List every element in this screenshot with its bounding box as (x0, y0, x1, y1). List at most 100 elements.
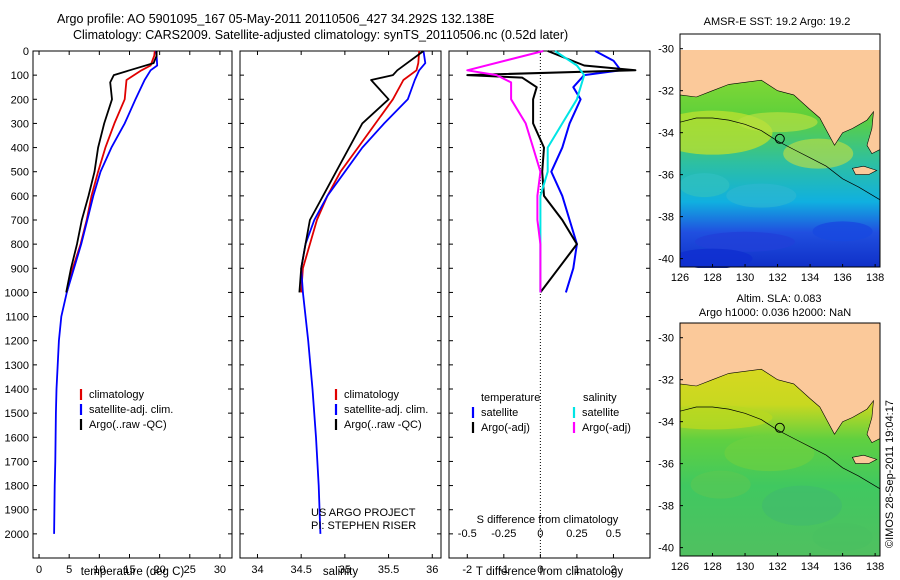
plot-frame-salinity (239, 50, 442, 559)
y-tick-label: 1900 (5, 505, 29, 517)
legend-label: Argo(-adj) (481, 422, 530, 434)
top-tick-label: 0 (537, 528, 543, 540)
figure-title-line1: Argo profile: AO 5901095_167 05-May-2011… (57, 12, 495, 26)
ocean-patch (812, 523, 873, 552)
y-tick-label: 600 (11, 191, 29, 203)
lon-tick-label: 134 (801, 272, 819, 284)
lat-tick-label: -40 (658, 543, 674, 555)
lon-tick-label: 136 (833, 272, 851, 284)
x-tick-label: 35 (339, 564, 351, 576)
x-tick-label: 2 (610, 564, 616, 576)
legend-label: climatology (344, 389, 400, 401)
lon-tick-label: 136 (833, 561, 851, 573)
ocean-patch (726, 183, 797, 208)
top-tick-label: 0.5 (606, 528, 621, 540)
lon-tick-label: 130 (736, 561, 754, 573)
lat-tick-label: -38 (658, 501, 674, 513)
map-title: Argo h1000: 0.036 h2000: NaN (699, 307, 851, 319)
y-tick-label: 900 (11, 263, 29, 275)
lon-tick-label: 126 (671, 561, 689, 573)
diff-series-1 (466, 50, 637, 294)
y-tick-label: 500 (11, 167, 29, 179)
map-sst_map (680, 50, 880, 268)
ocean-patch (812, 221, 873, 242)
depth-contour (680, 117, 880, 201)
ocean-patch (690, 470, 751, 499)
argo-float-marker (774, 133, 785, 144)
imos-stamp: ©IMOS 28-Sep-2011 19:04:17 (884, 400, 896, 548)
y-tick-label: 1100 (5, 312, 29, 324)
lon-tick-label: 138 (866, 272, 884, 284)
y-tick-label: 2000 (5, 529, 29, 541)
legend-label: climatology (89, 389, 145, 401)
y-tick-label: 100 (11, 70, 29, 82)
x-tick-label: 36 (426, 564, 438, 576)
map-sla_map (680, 323, 880, 556)
y-tick-label: 800 (11, 239, 29, 251)
x-tick-label: -2 (462, 564, 472, 576)
y-tick-label: 1400 (5, 384, 29, 396)
legend-label: Argo(-adj) (582, 422, 631, 434)
legend-label: Argo(..raw -QC) (344, 419, 422, 431)
ocean-patch (680, 405, 773, 430)
y-tick-label: 300 (11, 118, 29, 130)
y-tick-label: 400 (11, 143, 29, 155)
lat-tick-label: -34 (658, 128, 674, 140)
lat-tick-label: -30 (658, 44, 674, 56)
island (851, 454, 878, 464)
x-tick-label: 10 (93, 564, 105, 576)
y-tick-label: 1600 (5, 432, 29, 444)
x-tick-label: 0 (537, 564, 543, 576)
x-tick-label: 34.5 (290, 564, 311, 576)
argo-float-marker (774, 422, 785, 433)
map-frame (679, 322, 881, 557)
y-tick-label: 1700 (5, 456, 29, 468)
ocean-patch (695, 231, 796, 252)
ocean-patch (737, 112, 818, 133)
plot-frame-difference (448, 50, 651, 559)
y-tick-label: 1800 (5, 481, 29, 493)
lat-tick-label: -32 (658, 375, 674, 387)
ocean-patch (680, 248, 753, 268)
legend-label: Argo(..raw -QC) (89, 419, 167, 431)
x-axis-label: T difference from climatology (476, 566, 623, 578)
land-mass (680, 50, 880, 154)
x-tick-label: 1 (574, 564, 580, 576)
y-tick-label: 1500 (5, 408, 29, 420)
x-tick-label: 5 (66, 564, 72, 576)
series-salinity-0 (300, 50, 421, 293)
x-tick-label: 35.5 (378, 564, 399, 576)
lat-tick-label: -32 (658, 86, 674, 98)
legend-label: satellite (481, 407, 518, 419)
series-salinity-1 (300, 50, 427, 534)
island (851, 165, 878, 175)
x-tick-label: 34 (251, 564, 263, 576)
lat-tick-label: -38 (658, 212, 674, 224)
x-tick-label: 20 (154, 564, 166, 576)
lon-tick-label: 132 (768, 561, 786, 573)
lon-tick-label: 128 (703, 272, 721, 284)
ocean-patch (761, 485, 842, 526)
lon-tick-label: 132 (768, 272, 786, 284)
top-axis-label: S difference from climatology (477, 514, 619, 526)
legend-label: satellite-adj. clim. (344, 404, 428, 416)
legend-label: satellite-adj. clim. (89, 404, 173, 416)
project-annotation: US ARGO PROJECT (311, 507, 416, 519)
top-tick-label: 0.25 (566, 528, 587, 540)
land-mass (680, 323, 880, 443)
y-tick-label: 1200 (5, 336, 29, 348)
lat-tick-label: -36 (658, 459, 674, 471)
ocean-patch (724, 435, 815, 472)
map-title: AMSR-E SST: 19.2 Argo: 19.2 (704, 16, 851, 28)
depth-contour (680, 406, 880, 490)
x-tick-label: 15 (123, 564, 135, 576)
x-tick-label: 25 (184, 564, 196, 576)
series-salinity-2 (298, 50, 425, 293)
lat-tick-label: -40 (658, 254, 674, 266)
lon-tick-label: 134 (801, 561, 819, 573)
y-tick-label: 1300 (5, 360, 29, 372)
y-tick-label: 200 (11, 94, 29, 106)
x-axis-label: temperature (deg C) (81, 566, 185, 578)
figure-title-line2: Climatology: CARS2009. Satellite-adjuste… (73, 28, 569, 42)
